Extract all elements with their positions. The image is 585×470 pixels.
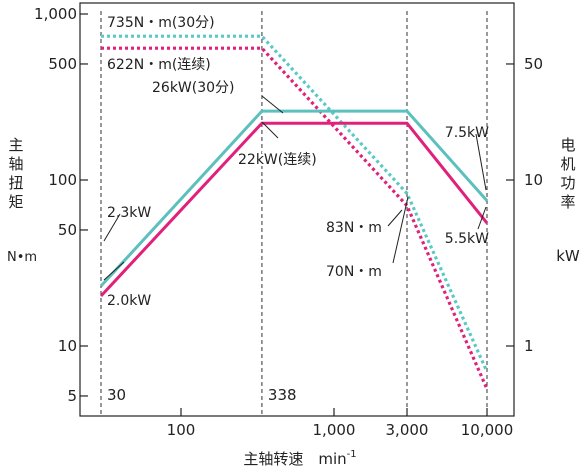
y-left-title: 主轴扭矩 N•m [7,136,37,265]
annotation-23kw: 2.3kW [107,205,151,221]
x-tick-label: 100 [167,421,196,439]
x-tick-label: 3,000 [386,421,429,439]
leader-line [477,206,487,230]
leader-line [103,213,121,242]
leader-line [387,209,403,227]
y-left-tick-label: 50 [58,221,77,239]
annotation-83: 83N・m [326,220,382,236]
leader-line [261,121,279,139]
y-left-tick-label: 500 [48,55,77,73]
annotation-75kw: 7.5kW [445,125,489,141]
x-tick-label: 10,000 [461,421,514,439]
ylabel-left-text: 主轴扭矩 [8,136,23,211]
y-right-tick-label: 1 [524,337,534,355]
annotation-55kw: 5.5kW [445,231,489,247]
annotation-26kw: 26kW(30分) [152,80,235,96]
ylabel-right-text: 电机功率 [560,136,575,211]
annotation-22kw: 22kW(连续) [238,151,317,168]
guide-label: 338 [268,386,297,404]
y-left-tick-label: 5 [67,387,77,405]
y-left-tick-label: 100 [48,171,77,189]
y-left-unit: N•m [7,250,37,265]
y-right-title: 电机功率 kW [556,136,580,265]
guide-label: 30 [107,386,126,404]
y-left-tick-label: 10 [58,337,77,355]
x-axis-title: 主轴转速 min-1 [243,449,356,468]
x-tick-label: 1,000 [313,421,356,439]
leader-line [261,95,284,114]
plot-frame [79,2,515,417]
leader-line [475,133,487,191]
torque-30min-line [101,34,489,373]
y-right-unit: kW [556,247,580,265]
leader-line [103,261,125,281]
annotation-20kw: 2.0kW [107,293,151,309]
annotation-735: 735N・m(30分) [107,15,215,31]
y-left-tick-label: 1,000 [34,5,77,23]
annotation-622: 622N・m(连续) [107,56,211,73]
leader-line [392,196,409,264]
power-30min-line [99,109,489,288]
power-continuous-line [99,121,489,298]
annotation-70: 70N・m [326,264,382,280]
y-right-tick-label: 10 [524,171,543,189]
y-right-tick-label: 50 [524,55,543,73]
torque-continuous-line [101,46,489,390]
